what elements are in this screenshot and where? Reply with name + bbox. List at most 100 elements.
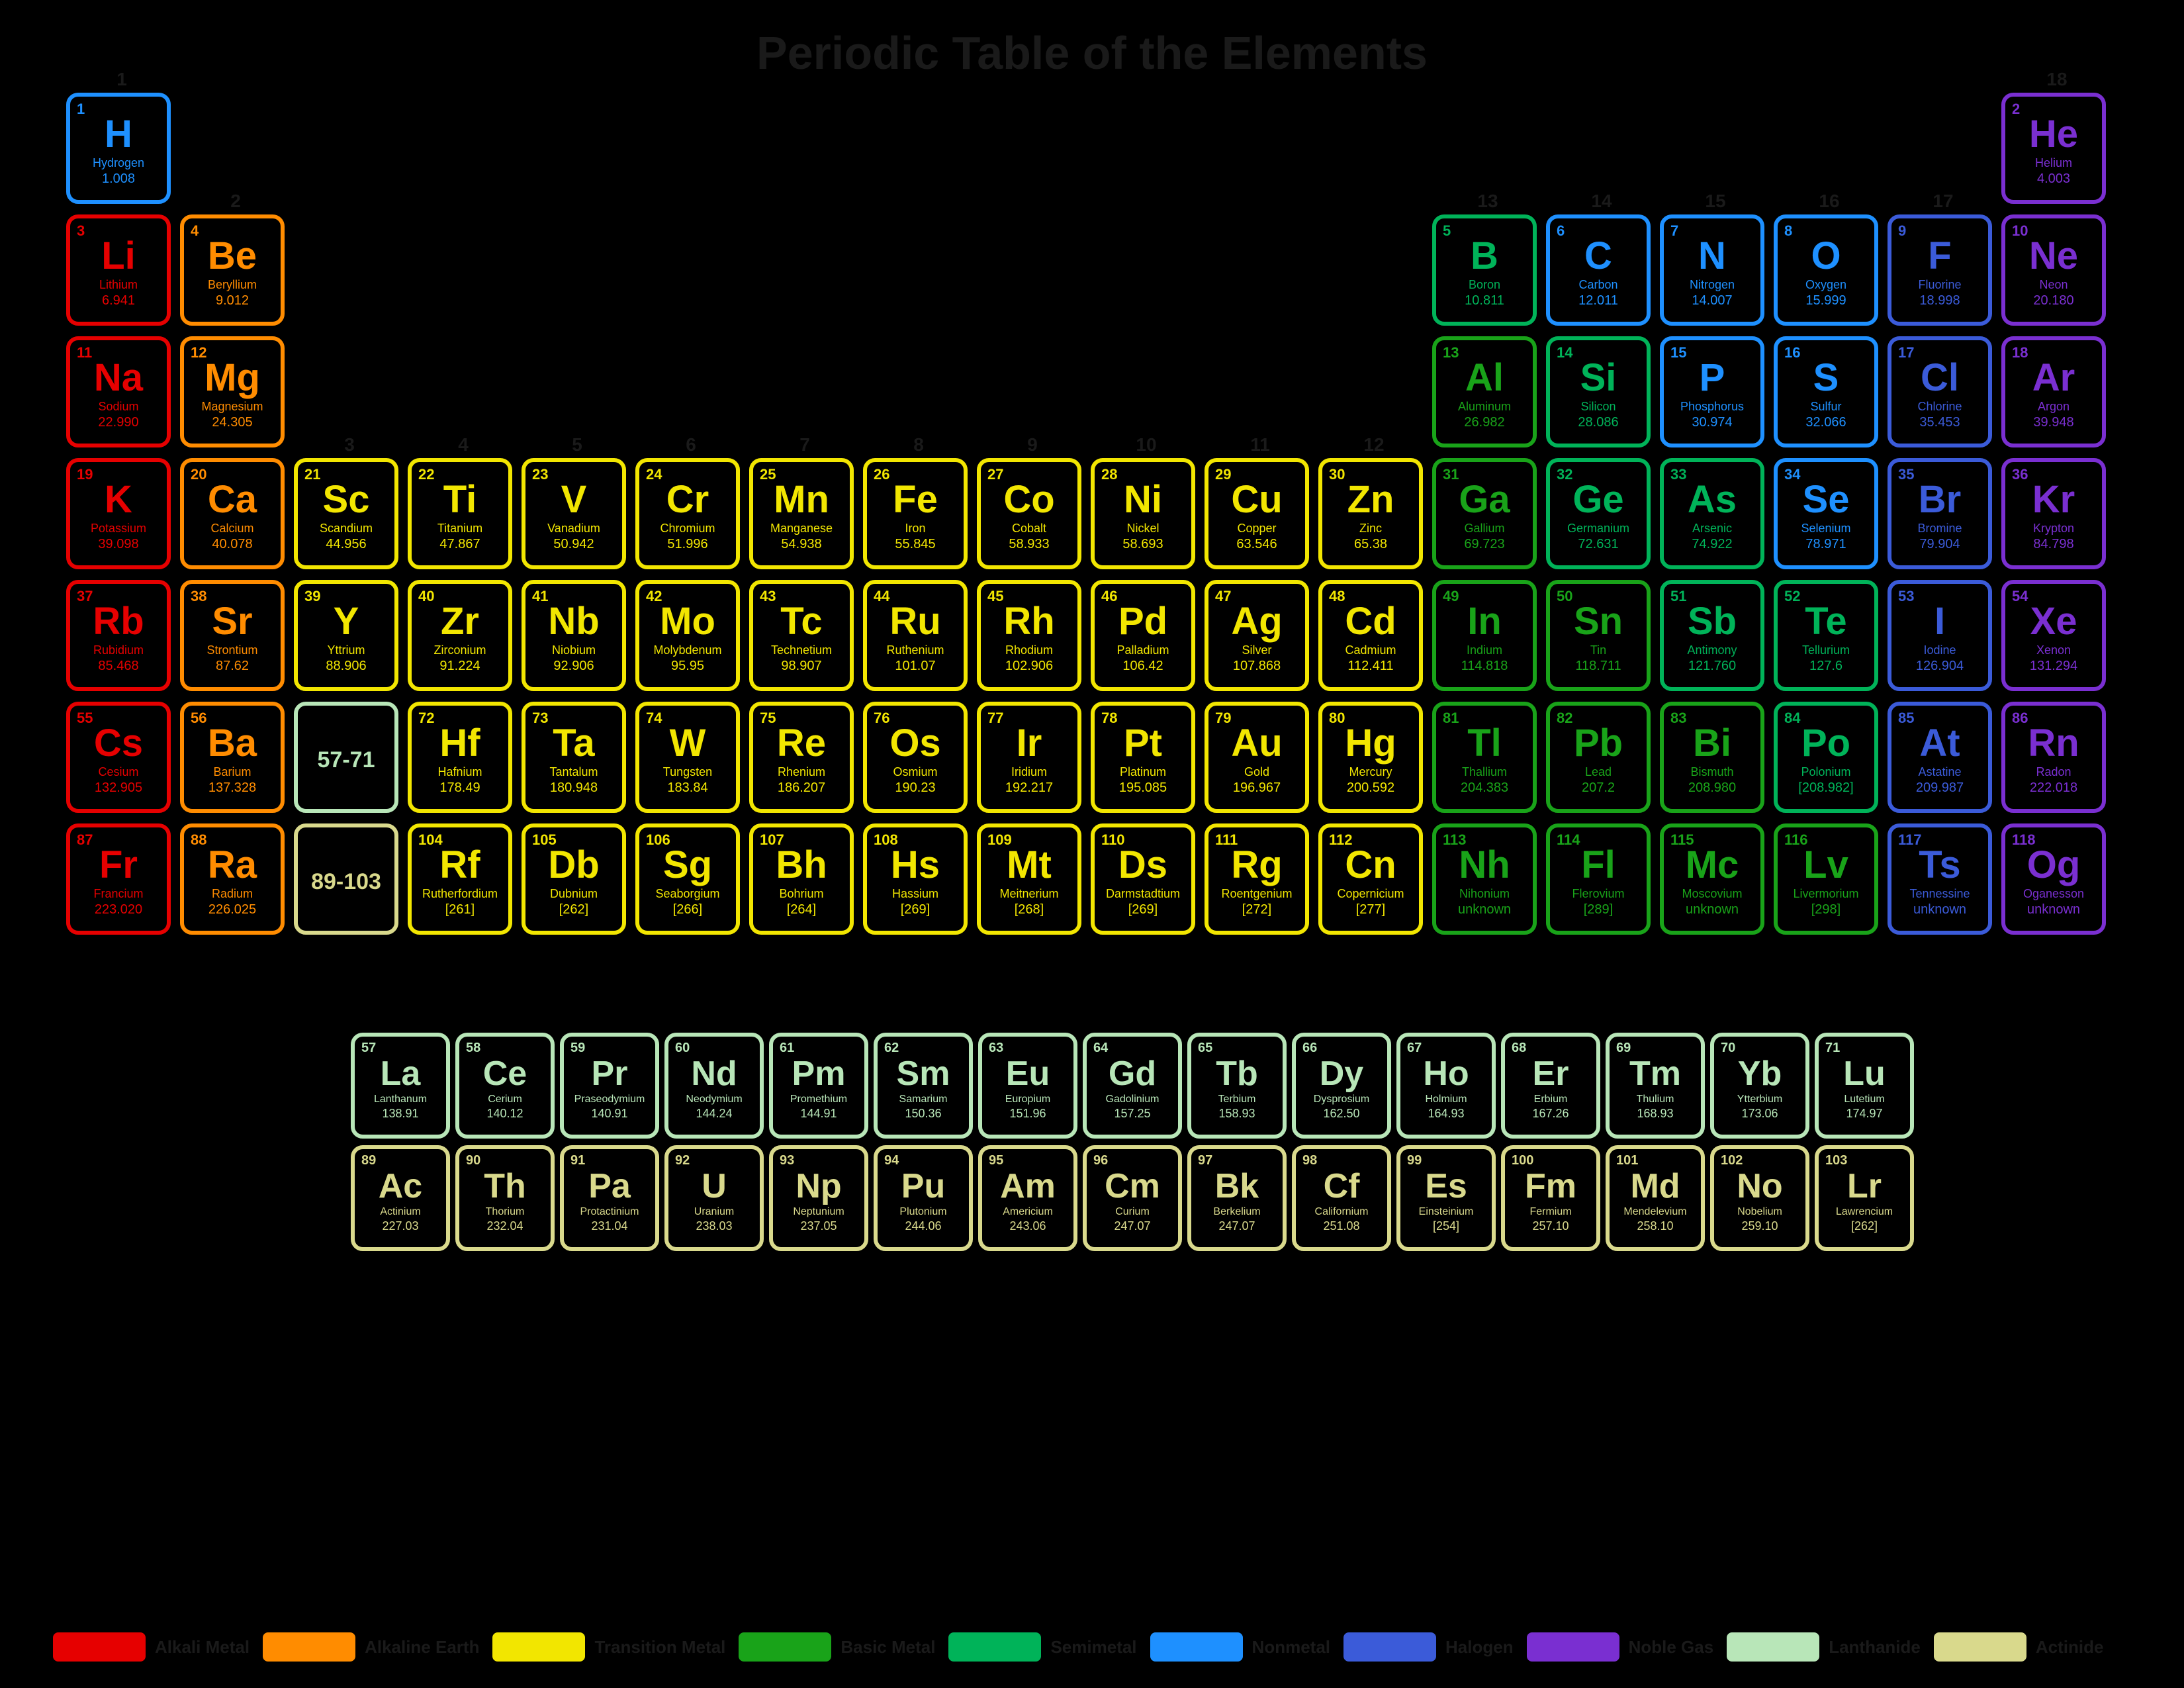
element-No: 102NoNobelium259.10 [1710, 1145, 1809, 1251]
group-label-14: 14 [1546, 191, 1657, 212]
element-name: Livermorium [1793, 887, 1858, 901]
element-symbol: Sm [897, 1056, 950, 1091]
element-name: Erbium [1534, 1094, 1568, 1105]
element-N: 7NNitrogen14.007 [1660, 214, 1764, 326]
element-As: 33AsArsenic74.922 [1660, 458, 1764, 569]
atomic-mass: 144.91 [800, 1107, 837, 1121]
element-name: Actinium [380, 1206, 420, 1218]
atomic-number: 78 [1101, 710, 1117, 727]
element-symbol: Rf [439, 846, 480, 884]
element-symbol: Pt [1124, 724, 1162, 763]
atomic-mass: [298] [1811, 902, 1841, 917]
atomic-mass: 226.025 [208, 902, 256, 917]
element-Be: 4BeBeryllium9.012 [180, 214, 285, 326]
atomic-number: 102 [1721, 1153, 1743, 1168]
element-Md: 101MdMendelevium258.10 [1606, 1145, 1705, 1251]
element-name: Iron [905, 522, 925, 536]
atomic-number: 100 [1512, 1153, 1533, 1168]
atomic-number: 105 [532, 831, 557, 849]
element-name: Fluorine [1918, 278, 1961, 292]
atomic-number: 110 [1101, 831, 1125, 849]
element-Sn: 50SnTin118.711 [1546, 580, 1651, 691]
atomic-number: 112 [1329, 831, 1353, 849]
element-symbol: P [1700, 359, 1725, 397]
element-Yb: 70YbYtterbium173.06 [1710, 1033, 1809, 1139]
element-symbol: Yb [1738, 1056, 1782, 1091]
atomic-number: 88 [191, 831, 206, 849]
atomic-mass: 232.04 [486, 1219, 523, 1233]
atomic-mass: 12.011 [1578, 293, 1618, 308]
element-name: Darmstadtium [1106, 887, 1180, 901]
atomic-mass: [261] [445, 902, 475, 917]
atomic-number: 67 [1407, 1041, 1422, 1056]
legend-item-noble: Noble Gas [1527, 1632, 1714, 1662]
group-label-8: 8 [863, 434, 974, 455]
element-symbol: Cr [666, 481, 709, 519]
element-symbol: Ta [553, 724, 594, 763]
element-name: Nobelium [1737, 1206, 1782, 1218]
element-symbol: Cs [94, 724, 143, 763]
element-Hs: 108HsHassium[269] [863, 823, 968, 935]
atomic-mass: 51.996 [667, 537, 707, 552]
atomic-number: 65 [1198, 1041, 1212, 1056]
element-symbol: W [670, 724, 706, 763]
legend-item-transition: Transition Metal [492, 1632, 725, 1662]
element-symbol: Th [484, 1169, 526, 1203]
element-Er: 68ErErbium167.26 [1501, 1033, 1600, 1139]
element-name: Mendelevium [1623, 1206, 1686, 1218]
element-symbol: Es [1425, 1169, 1467, 1203]
atomic-mass: 69.723 [1464, 537, 1504, 552]
element-symbol: Lu [1843, 1056, 1886, 1091]
element-name: Technetium [771, 643, 832, 657]
element-V: 23VVanadium50.942 [522, 458, 626, 569]
element-name: Hydrogen [93, 156, 144, 170]
element-Nd: 60NdNeodymium144.24 [664, 1033, 764, 1139]
element-K: 19KPotassium39.098 [66, 458, 171, 569]
group-label-1: 1 [66, 69, 177, 90]
atomic-number: 76 [874, 710, 889, 727]
atomic-mass: 107.868 [1233, 659, 1281, 674]
element-symbol: Mc [1686, 846, 1739, 884]
legend-swatch [739, 1632, 831, 1662]
element-name: Potassium [91, 522, 146, 536]
element-Re: 75ReRhenium186.207 [749, 702, 854, 813]
atomic-mass: 144.24 [696, 1107, 732, 1121]
atomic-number: 70 [1721, 1041, 1735, 1056]
element-name: Rubidium [93, 643, 144, 657]
atomic-number: 108 [874, 831, 898, 849]
element-name: Roentgenium [1221, 887, 1292, 901]
element-name: Thallium [1462, 765, 1507, 779]
atomic-number: 23 [532, 466, 548, 483]
element-Mt: 109MtMeitnerium[268] [977, 823, 1081, 935]
element-name: Berkelium [1213, 1206, 1260, 1218]
atomic-mass: 200.592 [1347, 780, 1394, 796]
atomic-number: 77 [987, 710, 1003, 727]
element-symbol: Br [1919, 481, 1961, 519]
element-symbol: Er [1533, 1056, 1569, 1091]
atomic-number: 61 [780, 1041, 794, 1056]
element-Li: 3LiLithium6.941 [66, 214, 171, 326]
group-label-12: 12 [1318, 434, 1430, 455]
placeholder-range: 89-103 [311, 870, 381, 893]
atomic-mass: 209.987 [1916, 780, 1964, 796]
atomic-number: 31 [1443, 466, 1459, 483]
atomic-mass: 32.066 [1805, 415, 1846, 430]
element-name: Americium [1003, 1206, 1053, 1218]
element-Mg: 12MgMagnesium24.305 [180, 336, 285, 447]
atomic-number: 97 [1198, 1153, 1212, 1168]
group-label-16: 16 [1774, 191, 1885, 212]
atomic-mass: 54.938 [781, 537, 821, 552]
element-name: Magnesium [201, 400, 263, 414]
atomic-mass: 84.798 [2033, 537, 2073, 552]
atomic-number: 90 [466, 1153, 480, 1168]
group-label-6: 6 [635, 434, 747, 455]
atomic-number: 27 [987, 466, 1003, 483]
element-name: Lithium [99, 278, 138, 292]
atomic-mass: 243.06 [1009, 1219, 1046, 1233]
element-Sr: 38SrStrontium87.62 [180, 580, 285, 691]
element-Au: 79AuGold196.967 [1205, 702, 1309, 813]
element-Cf: 98CfCalifornium251.08 [1292, 1145, 1391, 1251]
element-symbol: Y [334, 602, 359, 641]
element-Ga: 31GaGallium69.723 [1432, 458, 1537, 569]
placeholder-actinide: 89-103 [294, 823, 398, 935]
